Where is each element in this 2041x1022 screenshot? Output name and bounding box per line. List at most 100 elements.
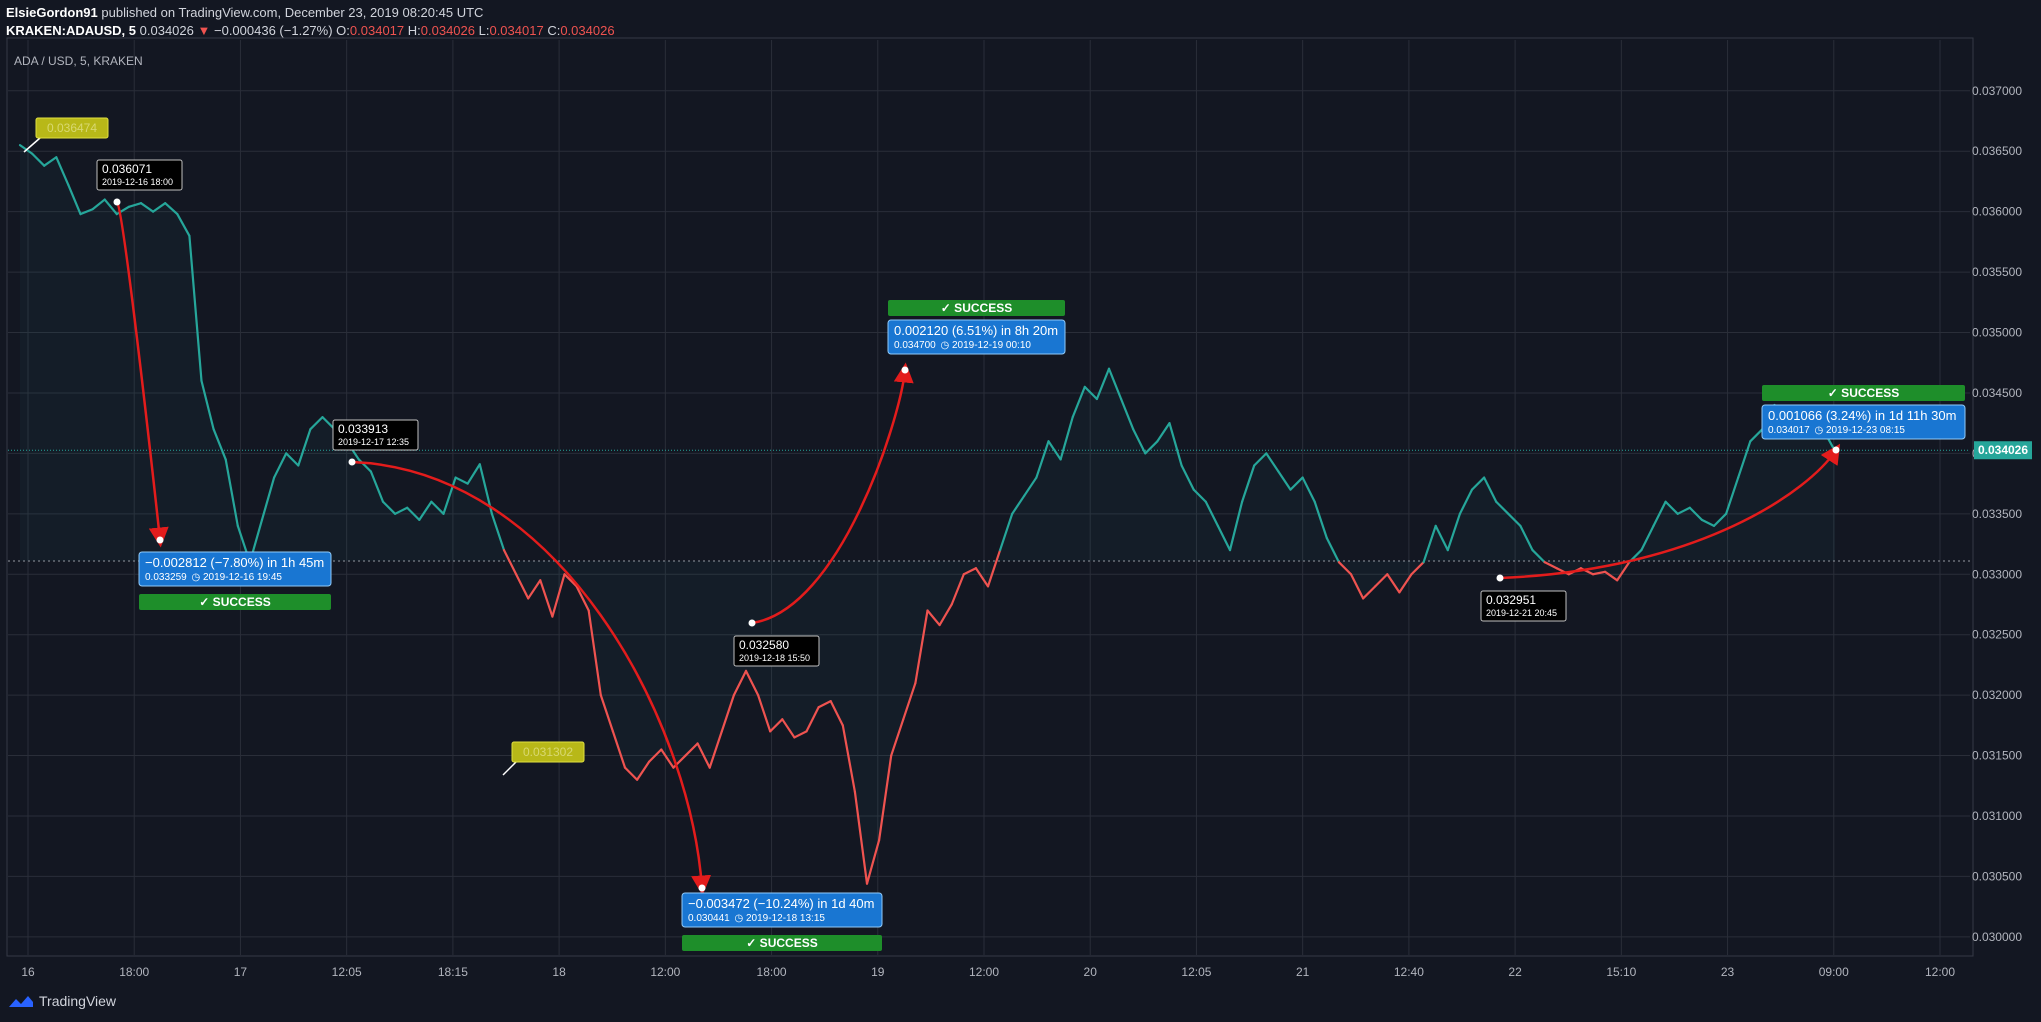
trade-arrow (751, 362, 914, 625)
series-segment (1410, 561, 1425, 576)
publish-line: ElsieGordon91 published on TradingView.c… (6, 4, 615, 22)
series-segment (805, 706, 820, 733)
series-segment (1724, 476, 1740, 515)
series-segment (1325, 536, 1341, 564)
trade-arrow (115, 201, 169, 548)
price-label-box (511, 741, 585, 763)
series-segment (1228, 500, 1244, 552)
y-tick-label: 0.035000 (1972, 326, 2022, 340)
success-label: ✓ SUCCESS (1828, 386, 1899, 400)
series-segment (30, 152, 46, 167)
series-segment (769, 718, 784, 733)
series-segment (563, 573, 578, 588)
series-segment (829, 700, 844, 727)
y-axis[interactable]: 0.030000 0.030500 0.031000 0.031500 0.032000… (1972, 38, 2032, 956)
series-segment (1059, 416, 1074, 461)
series-segment (1652, 500, 1667, 528)
low-label: L: (478, 23, 490, 38)
y-tick-label: 0.032000 (1972, 688, 2022, 702)
series-segment (1700, 518, 1716, 528)
series-segment (55, 156, 70, 187)
series-segment (744, 669, 760, 697)
series-segment (756, 694, 772, 733)
y-tick-label: 0.033500 (1972, 507, 2022, 521)
series-segment (188, 234, 203, 382)
series-segment (381, 500, 397, 515)
tradingview-brand[interactable]: TradingView (8, 993, 116, 1009)
series-segment (1664, 500, 1679, 515)
anchor-dot (1832, 446, 1840, 454)
series-segment (539, 579, 554, 618)
symbol-line: KRAKEN:ADAUSD, 5 0.034026 ▼ −0.000436 (−… (6, 22, 615, 40)
y-tick-label: 0.034500 (1972, 386, 2022, 400)
open-value: 0.034017 (349, 23, 405, 38)
point-label-price: 0.032951 (1486, 593, 1536, 607)
point-label-price: 0.036071 (102, 162, 152, 176)
close-label: C: (547, 23, 561, 38)
x-tick-label: 12:00 (650, 965, 680, 979)
x-tick-label: 12:05 (332, 965, 362, 979)
open-label: O: (336, 23, 350, 38)
series-segment (442, 476, 457, 515)
series-segment (1640, 524, 1655, 552)
chart-header: ElsieGordon91 published on TradingView.c… (6, 4, 615, 40)
down-arrow-icon: ▼ (197, 23, 211, 38)
series-segment (1132, 428, 1147, 455)
series-segment (1507, 512, 1522, 528)
series-segment (660, 748, 675, 769)
series-segment (466, 463, 481, 485)
low-value: 0.034017 (489, 23, 544, 38)
series-segment (551, 573, 566, 618)
series-segment (1216, 524, 1232, 552)
series-segment (502, 548, 518, 576)
author-name[interactable]: ElsieGordon91 (6, 5, 98, 20)
y-tick-label: 0.032500 (1972, 628, 2022, 642)
success-label: ✓ SUCCESS (199, 595, 270, 609)
series-segment (902, 681, 917, 721)
y-tick-label: 0.030000 (1972, 930, 2022, 944)
point-label-price: 0.032580 (739, 638, 789, 652)
series-segment (841, 724, 857, 793)
x-tick-label: 18 (552, 965, 566, 979)
series-segment (91, 198, 106, 211)
y-tick-label: 0.037000 (1972, 84, 2022, 98)
series-segment (103, 198, 118, 216)
price-series (18, 144, 1837, 885)
series-segment (127, 202, 143, 208)
series-segment (1434, 524, 1449, 552)
point-label-price: 0.033913 (338, 422, 388, 436)
series-segment (1749, 428, 1764, 443)
series-segment (1422, 524, 1437, 564)
series-segment (369, 470, 385, 503)
series-segment (926, 609, 941, 627)
anchor-dot (1496, 574, 1504, 582)
x-axis[interactable]: 16 18:00 17 12:05 18:15 18 12:00 18:00 19 12:00 20… (21, 965, 1955, 979)
y-tick-label: 0.035500 (1972, 265, 2022, 279)
price-label-leader (502, 761, 517, 776)
series-area (20, 145, 1835, 884)
x-tick-label: 17 (234, 965, 248, 979)
series-segment (1144, 440, 1159, 455)
point-label-box (332, 419, 419, 451)
series-segment (1095, 367, 1111, 401)
series-segment (684, 742, 699, 757)
series-segment (273, 452, 288, 479)
series-segment (176, 212, 191, 237)
point-label-date: 2019-12-16 18:00 (102, 177, 173, 187)
series-segment (998, 512, 1014, 552)
anchor-dot (348, 458, 356, 466)
series-segment (200, 379, 215, 431)
series-segment (587, 609, 602, 697)
y-tick-label: 0.031500 (1972, 749, 2022, 763)
high-value: 0.034026 (420, 23, 475, 38)
trade-box-detail: 0.034017 ◷ 2019-12-23 08:15 (1768, 425, 1905, 436)
series-segment (1107, 367, 1123, 401)
symbol-name[interactable]: KRAKEN:ADAUSD, 5 (6, 23, 137, 38)
point-label-box (733, 635, 820, 667)
price-label-text: 0.031302 (523, 745, 573, 759)
series-segment (1712, 512, 1728, 528)
series-segment (623, 766, 639, 781)
series-segment (648, 748, 663, 763)
